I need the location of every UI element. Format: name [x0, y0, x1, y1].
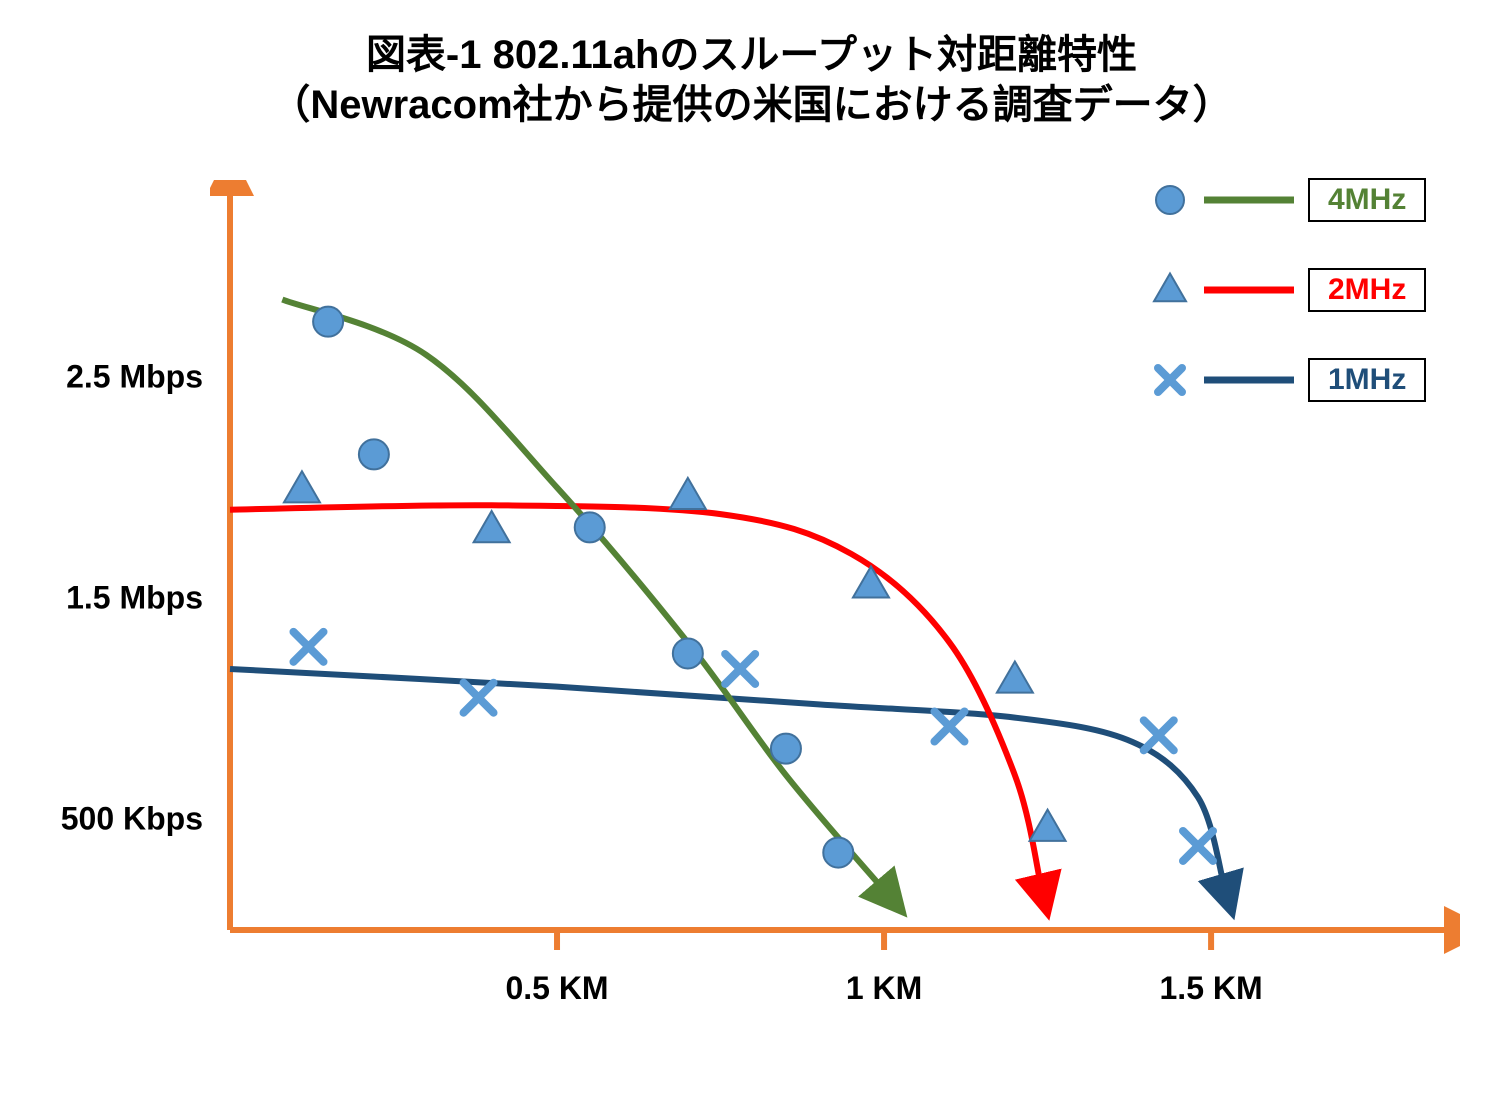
legend-line-icon [1204, 284, 1294, 296]
legend-label: 2MHz [1308, 268, 1426, 312]
circle-icon [1150, 180, 1190, 220]
legend-line-icon [1204, 374, 1294, 386]
legend-item-4mhz: 4MHz [1150, 178, 1426, 222]
x-marker-icon [1150, 360, 1190, 400]
legend-item-1mhz: 1MHz [1150, 358, 1426, 402]
y-tick-label: 2.5 Mbps [66, 358, 203, 395]
throughput-distance-chart: 図表-1 802.11ahのスループット対距離特性 （Newracom社から提供… [20, 20, 1483, 1078]
chart-title-line1: 図表-1 802.11ahのスループット対距離特性 [20, 30, 1483, 80]
chart-title-line2: （Newracom社から提供の米国における調査データ） [20, 80, 1483, 130]
y-tick-label: 1.5 Mbps [66, 580, 203, 617]
x-tick-label: 1 KM [846, 970, 922, 1007]
legend-item-2mhz: 2MHz [1150, 268, 1426, 312]
legend-line-icon [1204, 194, 1294, 206]
legend-label: 4MHz [1308, 178, 1426, 222]
chart-title: 図表-1 802.11ahのスループット対距離特性 （Newracom社から提供… [20, 30, 1483, 130]
legend-label: 1MHz [1308, 358, 1426, 402]
y-tick-label: 500 Kbps [61, 801, 203, 838]
triangle-icon [1150, 270, 1190, 310]
x-tick-label: 1.5 KM [1160, 970, 1263, 1007]
x-tick-label: 0.5 KM [505, 970, 608, 1007]
